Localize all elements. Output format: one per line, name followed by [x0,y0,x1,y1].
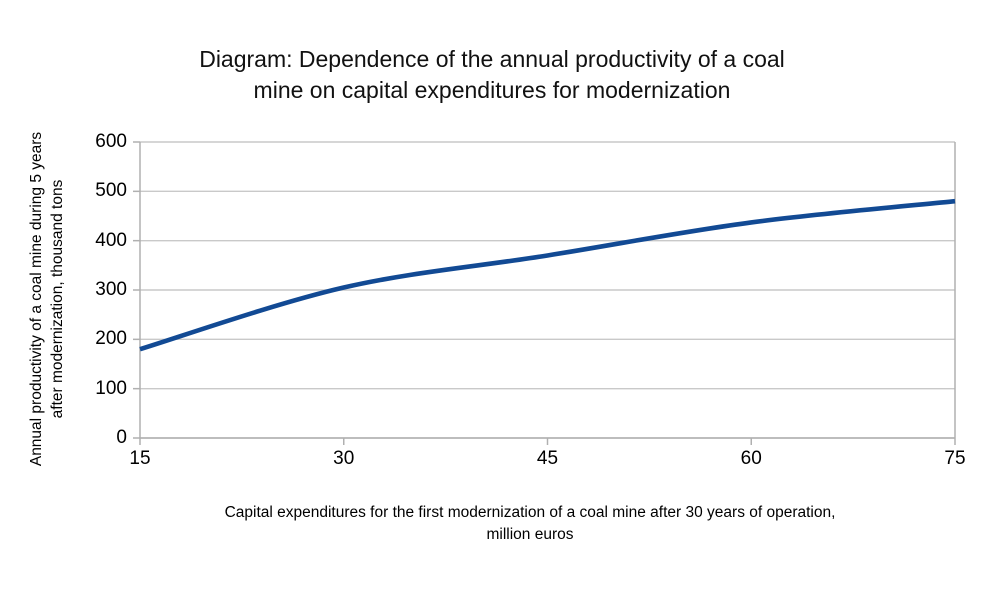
y-tick-label-0: 0 [116,427,127,448]
x-axis-title-line-2: million euros [486,526,574,543]
x-tick-label-45: 45 [536,448,559,469]
y-tick-label-400: 400 [95,229,127,251]
series-line-productivity [139,198,956,352]
x-tick-label-30: 30 [333,448,355,469]
y-axis-title-line-2: after modernization, thousand tons [49,179,66,419]
x-axis-title: Capital expenditures for the first moder… [100,502,960,546]
y-axis-title-line-1: Annual productivity of a coal mine durin… [28,131,45,467]
x-tick-label-60: 60 [740,448,762,469]
y-tick-label-100: 100 [95,377,127,399]
chart-title-line-1: Diagram: Dependence of the annual produc… [199,46,785,72]
y-tick-label-300: 300 [95,279,127,300]
chart-title: Diagram: Dependence of the annual produc… [0,44,984,106]
x-tick-label-75: 75 [944,448,966,469]
y-tick-label-600: 600 [95,131,127,152]
y-axis-title: Annual productivity of a coal mine durin… [26,132,68,466]
x-axis-title-line-1: Capital expenditures for the first moder… [224,504,836,521]
x-tick-label-15: 15 [129,448,151,469]
chart-title-line-2: mine on capital expenditures for moderni… [253,77,731,103]
y-tick-label-500: 500 [95,180,127,202]
y-tick-label-200: 200 [95,328,127,350]
